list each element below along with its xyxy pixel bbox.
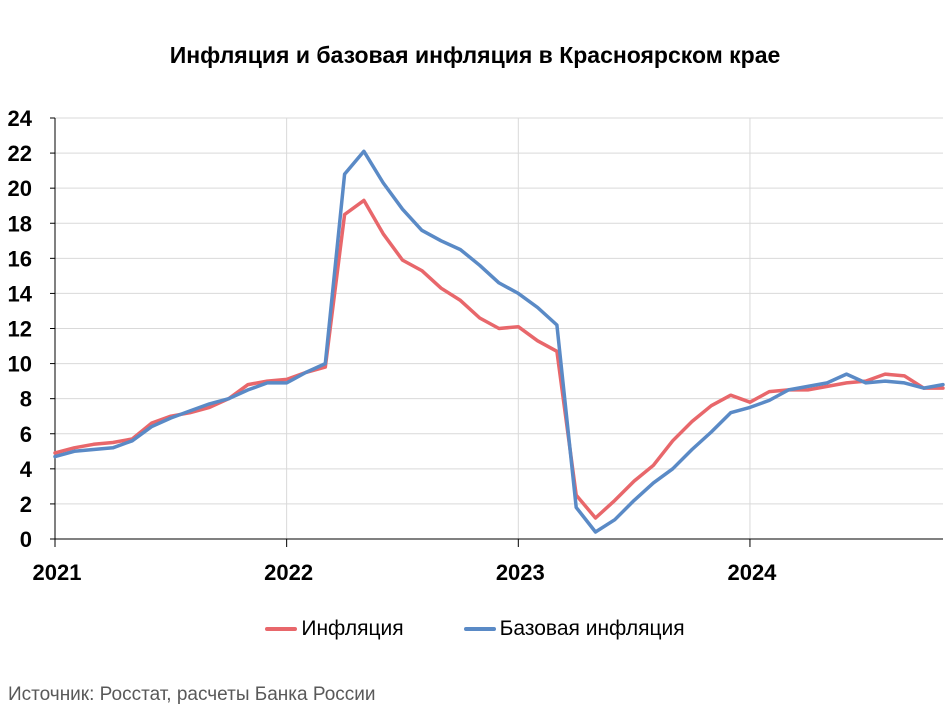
x-tick-label: 2024 bbox=[727, 560, 777, 585]
y-tick-label: 12 bbox=[8, 317, 32, 342]
y-tick-label: 4 bbox=[20, 457, 33, 482]
source-note: Источник: Росстат, расчеты Банка России bbox=[8, 684, 376, 705]
legend-item-inflation: Инфляция bbox=[265, 617, 404, 641]
legend-label-core-inflation: Базовая инфляция bbox=[499, 617, 685, 640]
legend-label-inflation: Инфляция bbox=[301, 617, 404, 640]
series-line-core-inflation bbox=[53, 149, 945, 534]
y-tick-label: 24 bbox=[8, 106, 33, 131]
x-tick-label: 2023 bbox=[496, 560, 545, 585]
x-tick-label: 2022 bbox=[264, 560, 313, 585]
legend-swatch-core-inflation bbox=[463, 627, 496, 631]
y-tick-label: 16 bbox=[8, 246, 32, 271]
y-tick-label: 20 bbox=[8, 176, 32, 201]
axes bbox=[50, 117, 943, 547]
legend-swatch-inflation bbox=[265, 627, 298, 631]
y-tick-label: 2 bbox=[20, 492, 32, 517]
series-lines bbox=[53, 149, 945, 534]
x-tick-label: 2021 bbox=[33, 560, 82, 585]
grid-lines bbox=[55, 117, 943, 539]
legend-item-core-inflation: Базовая инфляция bbox=[463, 617, 685, 641]
y-tick-label: 14 bbox=[8, 281, 33, 306]
legend: Инфляция Базовая инфляция bbox=[0, 617, 950, 641]
chart-title: Инфляция и базовая инфляция в Красноярск… bbox=[169, 42, 781, 68]
y-tick-label: 10 bbox=[8, 352, 32, 377]
y-tick-label: 18 bbox=[8, 211, 32, 236]
y-tick-label: 6 bbox=[20, 422, 32, 447]
y-tick-label: 22 bbox=[8, 141, 32, 166]
y-tick-label: 0 bbox=[20, 527, 32, 552]
y-tick-label: 8 bbox=[20, 387, 32, 412]
series-line-inflation bbox=[53, 198, 945, 520]
